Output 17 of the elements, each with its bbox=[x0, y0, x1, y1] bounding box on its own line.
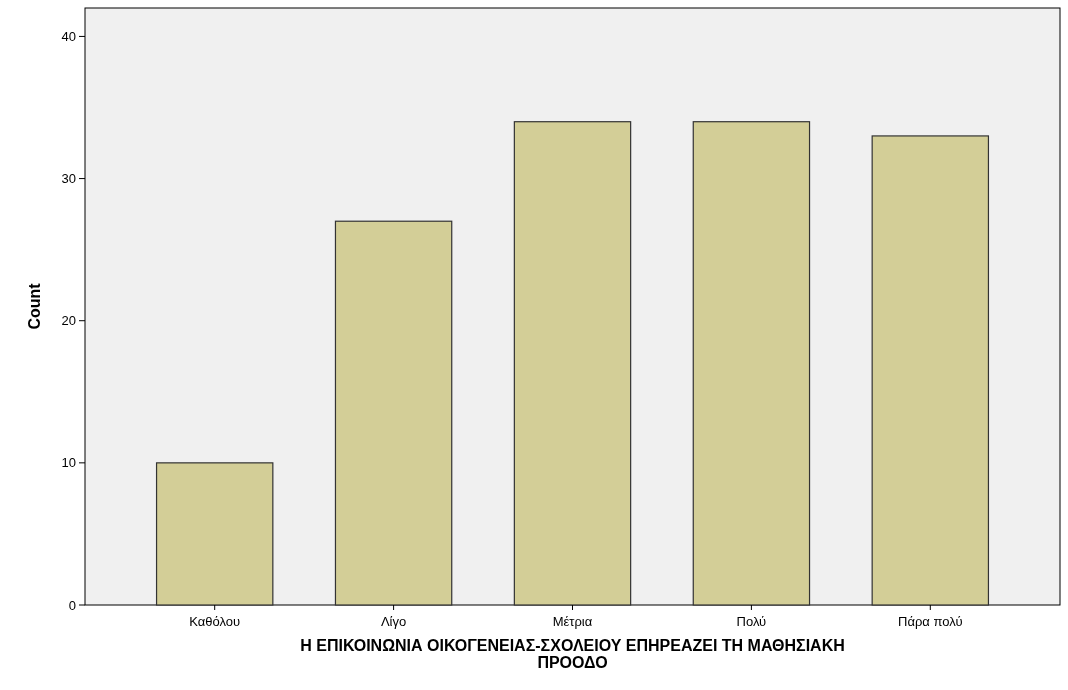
y-tick-label: 20 bbox=[61, 313, 76, 329]
bar bbox=[513, 121, 632, 606]
bar bbox=[155, 462, 274, 606]
bar bbox=[334, 220, 453, 606]
x-tick-label: Μέτρια bbox=[552, 614, 593, 629]
x-tick-label: Πολύ bbox=[736, 614, 767, 629]
bar bbox=[871, 135, 990, 606]
x-axis-title: Η ΕΠΙΚΟΙΝΩΝΙΑ ΟΙΚΟΓΕΝΕΙΑΣ-ΣΧΟΛΕΙΟΥ ΕΠΗΡΕΑΖΕΙ ΤΗ ΜΑΘΗΣΙΑΚΗ ΠΡΟΟΔΟ bbox=[300, 637, 845, 671]
y-tick-label: 40 bbox=[61, 28, 76, 44]
bar bbox=[692, 121, 811, 606]
x-tick-label: Πάρα πολύ bbox=[898, 614, 963, 629]
y-tick-label: 30 bbox=[61, 171, 76, 187]
y-tick-label: 10 bbox=[61, 455, 76, 471]
y-tick-label: 0 bbox=[68, 597, 76, 613]
x-tick-label: Λίγο bbox=[380, 614, 407, 629]
y-axis-title: Count bbox=[26, 282, 43, 330]
x-tick-label: Καθόλου bbox=[189, 614, 241, 629]
